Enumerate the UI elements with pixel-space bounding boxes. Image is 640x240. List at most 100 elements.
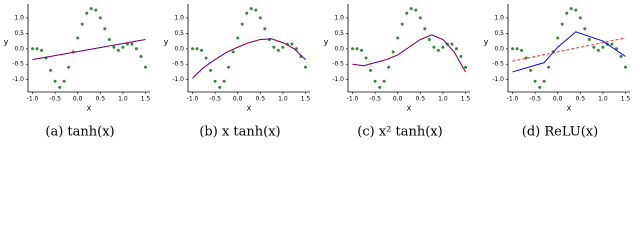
subplot: -1.0 -0.5 0.0 0.5 1.0 -1.0 -0.5 0.0 0.5 1.0 1.5 x y (… (484, 4, 631, 140)
data-point (463, 65, 467, 69)
x-tick-label: 0.0 (233, 96, 243, 103)
data-point (364, 56, 368, 60)
data-point (432, 45, 436, 49)
data-point (569, 7, 573, 11)
fit-line (192, 38, 306, 79)
x-tick-label: 0.5 (96, 96, 106, 103)
x-tick-label: 0.0 (553, 96, 563, 103)
data-point (515, 47, 519, 51)
x-axis-label: x (567, 104, 572, 113)
data-point (209, 68, 213, 72)
y-tick-label: -1.0 (12, 76, 24, 83)
data-point (418, 16, 422, 20)
subplot: -1.0 -0.5 0.0 0.5 1.0 -1.0 -0.5 0.0 0.5 1.0 1.5 x y (… (324, 4, 471, 140)
x-tick-label: 1.5 (461, 96, 471, 103)
data-point (391, 50, 395, 54)
data-point (67, 65, 71, 69)
data-point (263, 27, 267, 31)
figure: -1.0 -0.5 0.0 0.5 1.0 -1.0 -0.5 0.0 0.5 1.0 1.5 x y (… (4, 4, 631, 140)
fit-line (352, 34, 466, 73)
data-point (85, 11, 89, 15)
subplot: -1.0 -0.5 0.0 0.5 1.0 -1.0 -0.5 0.0 0.5 1.0 1.5 x y (… (4, 4, 150, 140)
y-tick-label: -0.5 (492, 61, 504, 68)
data-point (249, 7, 253, 11)
x-tick-label: 0.5 (416, 96, 426, 103)
data-point (245, 11, 249, 15)
data-point (450, 42, 454, 46)
x-tick-label: 1.0 (598, 96, 608, 103)
x-tick-label: 0.0 (73, 96, 83, 103)
y-tick-label: 0.0 (174, 45, 184, 52)
data-point (130, 42, 134, 46)
data-point (53, 79, 57, 83)
data-point (116, 48, 120, 52)
data-point (204, 56, 208, 60)
data-point (355, 47, 359, 51)
data-point (601, 45, 605, 49)
data-point (213, 79, 217, 83)
y-axis-label: y (164, 38, 169, 47)
data-point (520, 48, 524, 52)
x-tick-label: -0.5 (209, 96, 221, 103)
data-point (195, 47, 199, 51)
x-tick-label: -1.0 (347, 96, 359, 103)
data-point (62, 79, 66, 83)
data-point (121, 45, 125, 49)
data-point (112, 45, 116, 49)
data-point (459, 54, 463, 58)
data-point (542, 79, 546, 83)
data-point (427, 38, 431, 42)
data-point (529, 68, 533, 72)
data-point (610, 42, 614, 46)
data-point (578, 16, 582, 20)
data-point (107, 38, 111, 42)
data-point (400, 22, 404, 26)
y-tick-label: -1.0 (492, 76, 504, 83)
x-tick-label: 0.0 (393, 96, 403, 103)
data-point (405, 11, 409, 15)
data-point (236, 36, 240, 40)
subplot: -1.0 -0.5 0.0 0.5 1.0 -1.0 -0.5 0.0 0.5 1.0 1.5 x y (… (164, 4, 310, 140)
x-tick-label: 1.0 (278, 96, 288, 103)
y-tick-label: -1.0 (172, 76, 184, 83)
x-tick-label: 1.5 (621, 96, 631, 103)
x-tick-label: 0.5 (576, 96, 586, 103)
data-point (94, 8, 98, 12)
data-point (227, 65, 231, 69)
data-point (222, 79, 226, 83)
data-point (80, 22, 84, 26)
data-point (281, 45, 285, 49)
data-point (360, 48, 364, 52)
y-tick-label: 1.0 (334, 14, 344, 21)
data-point (596, 48, 600, 52)
data-point (396, 36, 400, 40)
y-tick-label: 1.0 (494, 14, 504, 21)
data-point (574, 8, 578, 12)
x-tick-label: -0.5 (369, 96, 381, 103)
x-axis-label: x (407, 104, 412, 113)
y-tick-label: 0.0 (334, 45, 344, 52)
y-tick-label: 1.0 (14, 14, 24, 21)
data-point (369, 68, 373, 72)
data-point (382, 79, 386, 83)
x-tick-label: -1.0 (27, 96, 39, 103)
data-point (58, 85, 62, 89)
y-tick-label: 1.0 (174, 14, 184, 21)
data-point (89, 7, 93, 11)
data-point (231, 50, 235, 54)
data-point (583, 27, 587, 31)
data-point (378, 85, 382, 89)
y-tick-label: 0.5 (174, 30, 184, 37)
data-point (351, 47, 355, 51)
data-point (423, 27, 427, 31)
y-tick-label: -1.0 (332, 76, 344, 83)
data-point (524, 56, 528, 60)
data-point (76, 36, 80, 40)
x-tick-label: 1.0 (118, 96, 128, 103)
data-point (139, 54, 143, 58)
data-point (31, 47, 35, 51)
data-point (441, 45, 445, 49)
data-point (303, 65, 307, 69)
data-point (538, 85, 542, 89)
data-point (565, 11, 569, 15)
